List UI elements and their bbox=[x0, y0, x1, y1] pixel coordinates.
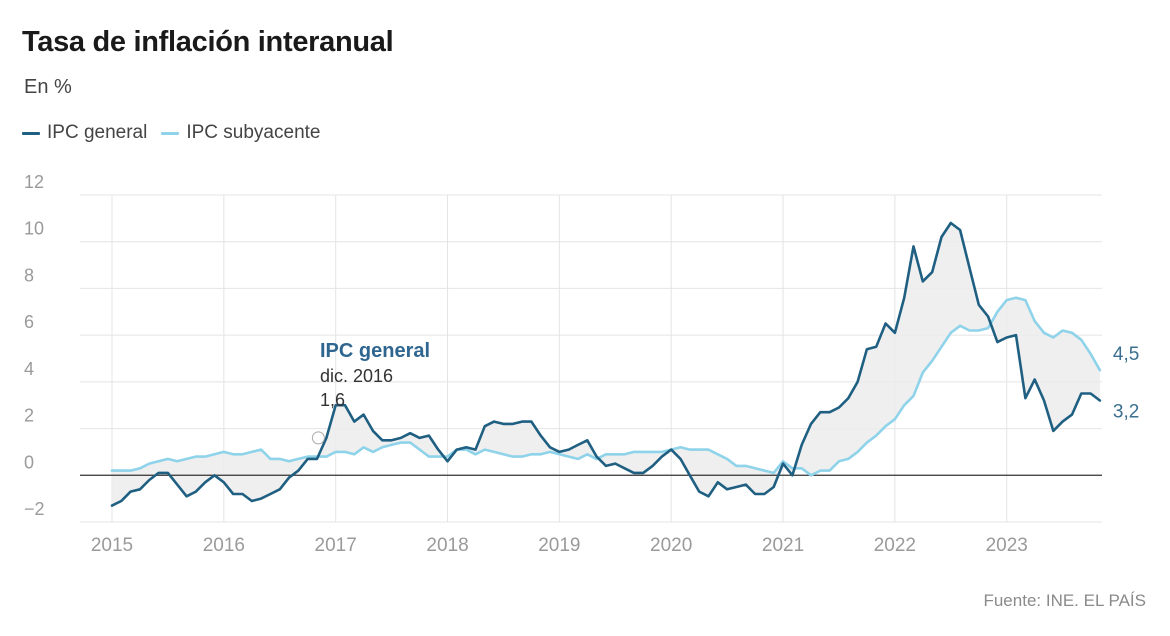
chart-legend: IPC general IPC subyacente bbox=[22, 122, 334, 144]
x-tick-label: 2018 bbox=[426, 535, 468, 556]
x-tick-label: 2019 bbox=[538, 535, 580, 556]
series-line-subyacente bbox=[110, 296, 1102, 477]
legend-label-subyacente: IPC subyacente bbox=[186, 122, 321, 143]
x-tick-label: 2023 bbox=[986, 535, 1028, 556]
annotation-title: IPC general bbox=[320, 340, 430, 362]
series-lines bbox=[110, 221, 1102, 507]
legend-swatch-general bbox=[22, 131, 40, 135]
annotation-marker bbox=[311, 431, 325, 445]
y-tick-label: 12 bbox=[24, 172, 44, 192]
x-axis-ticks: 2015 2016 2017 2018 2019 2020 2021 2022 2023 bbox=[91, 535, 1028, 556]
chart-title: Tasa de inflación interanual bbox=[22, 26, 394, 58]
annotation-date: dic. 2016 bbox=[320, 366, 393, 386]
x-tick-label: 2020 bbox=[650, 535, 692, 556]
legend-item-subyacente: IPC subyacente bbox=[161, 122, 320, 144]
gap-fill-area bbox=[112, 223, 1100, 506]
y-tick-label: 2 bbox=[24, 406, 34, 426]
annotation-group: IPC general dic. 2016 1,6 bbox=[311, 340, 430, 445]
x-tick-label: 2016 bbox=[203, 535, 245, 556]
y-tick-label: 0 bbox=[24, 452, 34, 472]
y-tick-label: 6 bbox=[24, 312, 34, 332]
gap-fill bbox=[112, 223, 1100, 506]
y-tick-label: 8 bbox=[24, 265, 34, 285]
legend-swatch-subyacente bbox=[161, 131, 180, 135]
y-tick-label: 10 bbox=[24, 219, 44, 239]
y-axis-ticks: 12 10 8 6 4 2 0 −2 bbox=[24, 172, 45, 519]
annotation-value: 1,6 bbox=[320, 390, 345, 410]
x-tick-label: 2017 bbox=[315, 535, 357, 556]
y-tick-label: −2 bbox=[24, 499, 45, 519]
chart-subtitle: En % bbox=[24, 76, 72, 98]
x-tick-label: 2022 bbox=[874, 535, 916, 556]
y-tick-label: 4 bbox=[24, 359, 34, 379]
legend-label-general: IPC general bbox=[47, 122, 148, 143]
end-label-subyacente: 4,5 bbox=[1113, 344, 1139, 365]
series-line-general bbox=[110, 221, 1102, 507]
end-label-general: 3,2 bbox=[1113, 402, 1139, 423]
source-note: Fuente: INE. EL PAÍS bbox=[983, 591, 1146, 610]
x-tick-label: 2021 bbox=[762, 535, 804, 556]
x-tick-label: 2015 bbox=[91, 535, 133, 556]
legend-item-general: IPC general bbox=[22, 122, 147, 144]
